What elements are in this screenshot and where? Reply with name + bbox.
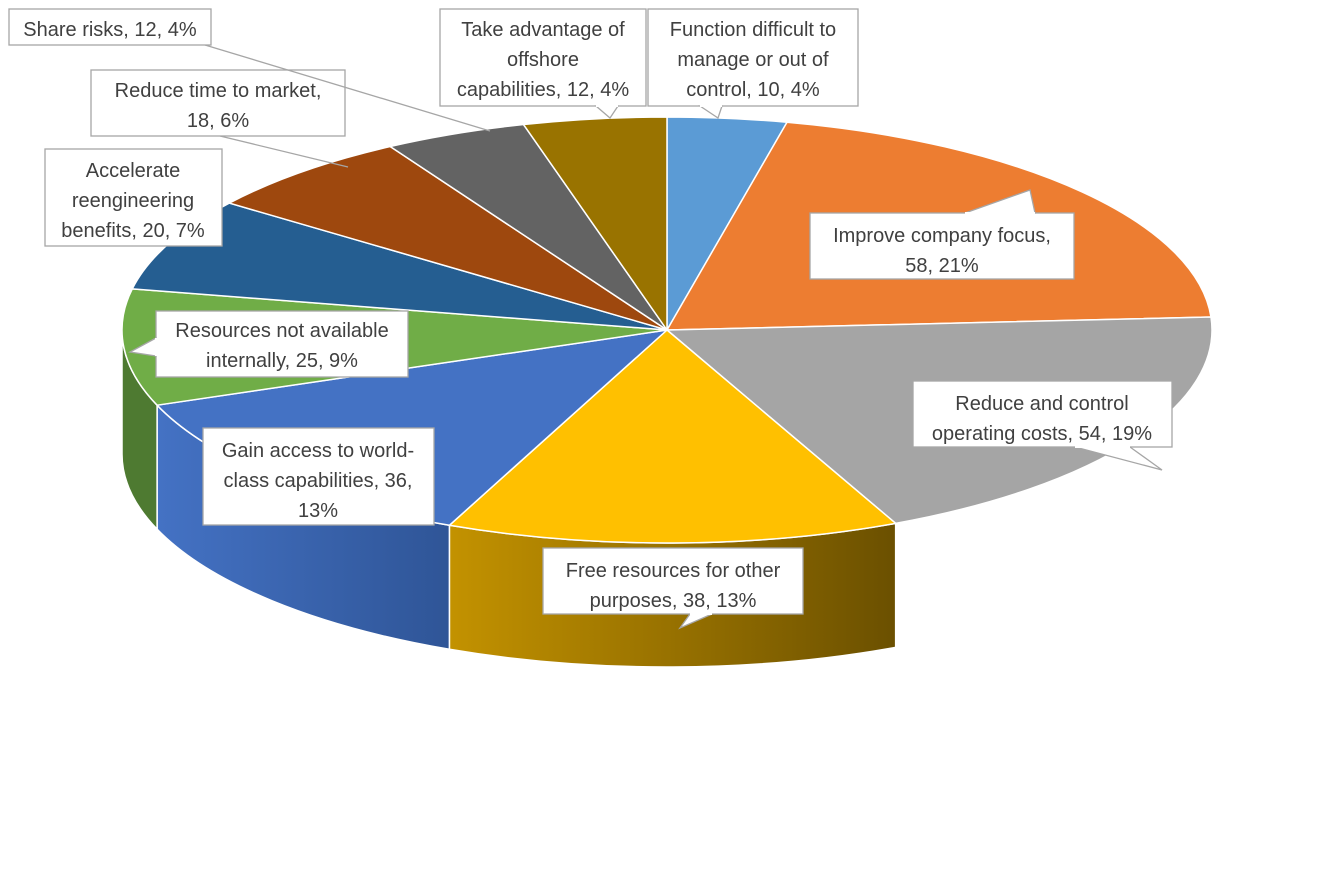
data-label-free-resources-for-other-purposes-line-2: purposes, 38, 13% xyxy=(590,590,757,612)
data-label-reduce-time-to-market-line-1: Reduce time to market, xyxy=(115,80,322,102)
data-label-function-difficult-to-manage-or-out-of-control-line-3: control, 10, 4% xyxy=(686,79,820,101)
data-label-resources-not-available-internally-line-1: Resources not available xyxy=(175,320,388,342)
data-label-box-accelerate-reengineering-benefits xyxy=(44,148,223,247)
data-label-pointer-take-advantage-of-offshore-capabilities xyxy=(594,105,620,119)
data-label-box-resources-not-available-internally xyxy=(155,310,409,378)
data-label-pointer-function-difficult-to-manage-or-out-of-control xyxy=(697,105,723,120)
data-label-box-reduce-and-control-operating-costs xyxy=(912,380,1173,448)
data-label-box-gain-access-to-world-class-capabilities xyxy=(202,427,435,526)
data-label-box-function-difficult-to-manage-or-out-of-control xyxy=(647,8,859,107)
data-label-improve-company-focus-line-1: Improve company focus, xyxy=(833,225,1051,247)
data-label-gain-access-to-world-class-capabilities-line-2: class capabilities, 36, xyxy=(224,470,413,492)
data-label-box-share-risks xyxy=(8,8,212,46)
data-label-take-advantage-of-offshore-capabilities-line-1: Take advantage of xyxy=(461,19,625,41)
pie-slice-take-advantage-of-offshore-capabilities xyxy=(522,116,668,331)
data-label-accelerate-reengineering-benefits-line-1: Accelerate xyxy=(86,160,181,182)
data-label-box-free-resources-for-other-purposes xyxy=(542,547,804,615)
data-label-box-take-advantage-of-offshore-capabilities xyxy=(439,8,647,107)
data-label-free-resources-for-other-purposes-line-1: Free resources for other xyxy=(566,560,781,582)
pie-slice-reduce-time-to-market xyxy=(228,145,668,331)
data-label-function-difficult-to-manage-or-out-of-control-line-2: manage or out of xyxy=(677,49,829,71)
data-label-accelerate-reengineering-benefits-line-2: reengineering xyxy=(72,190,194,212)
data-label-box-improve-company-focus xyxy=(809,212,1075,280)
data-label-reduce-and-control-operating-costs-line-2: operating costs, 54, 19% xyxy=(932,423,1152,445)
leader-line-reduce-time-to-market xyxy=(219,135,349,168)
data-label-take-advantage-of-offshore-capabilities-line-3: capabilities, 12, 4% xyxy=(457,79,630,101)
data-label-reduce-time-to-market-line-2: 18, 6% xyxy=(187,110,249,132)
data-label-gain-access-to-world-class-capabilities-line-3: 13% xyxy=(298,500,338,522)
pie-slice-free-resources-for-other-purposes xyxy=(448,329,897,544)
data-label-accelerate-reengineering-benefits-line-3: benefits, 20, 7% xyxy=(61,220,205,242)
data-label-reduce-and-control-operating-costs-line-1: Reduce and control xyxy=(955,393,1128,415)
data-label-improve-company-focus-line-2: 58, 21% xyxy=(905,255,979,277)
data-label-gain-access-to-world-class-capabilities-line-1: Gain access to world- xyxy=(222,440,414,462)
data-label-take-advantage-of-offshore-capabilities-line-2: offshore xyxy=(507,49,579,71)
data-label-share-risks-line-1: Share risks, 12, 4% xyxy=(23,19,197,41)
data-label-box-reduce-time-to-market xyxy=(90,69,346,137)
data-label-function-difficult-to-manage-or-out-of-control-line-1: Function difficult to xyxy=(670,19,836,41)
leader-line-share-risks xyxy=(204,44,491,132)
data-label-resources-not-available-internally-line-2: internally, 25, 9% xyxy=(206,350,358,372)
